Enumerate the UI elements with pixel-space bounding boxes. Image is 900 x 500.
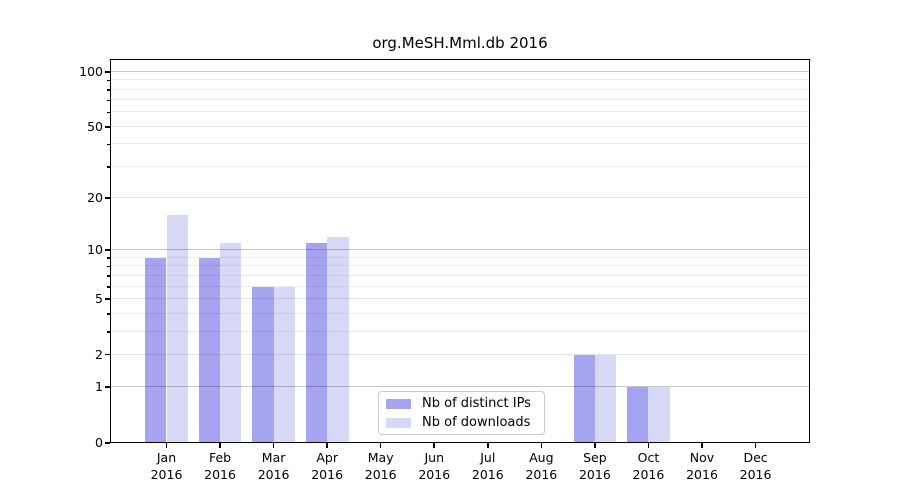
x-axis-tick: [219, 443, 221, 448]
legend-item-distinct-ips: Nb of distinct IPs: [386, 396, 536, 411]
x-axis-tick: [540, 443, 543, 448]
y-axis-tick-label: 50: [87, 118, 103, 134]
y-axis-tick: [105, 442, 110, 444]
y-axis-minor-tick: [107, 143, 110, 146]
x-axis-tick-label: Nov 2016: [686, 450, 718, 482]
legend-swatch-distinct-ips: [386, 398, 411, 409]
x-axis-tick-label: Jul 2016: [471, 450, 504, 482]
x-axis-tick-label: Feb 2016: [204, 450, 236, 482]
y-axis-tick-label: 20: [87, 190, 103, 206]
bar-distinct-ips: [252, 286, 274, 443]
y-axis-tick-label: 5: [95, 290, 103, 306]
bars-layer: [110, 59, 810, 443]
y-axis-minor-tick: [107, 313, 110, 315]
bar-distinct-ips: [305, 243, 328, 443]
y-axis-minor-tick: [107, 275, 110, 277]
chart-title: org.MeSH.Mml.db 2016: [372, 34, 548, 52]
x-axis-tick: [487, 443, 489, 448]
bar-downloads: [220, 243, 242, 443]
y-axis-tick: [105, 353, 110, 356]
x-axis-tick-label: Apr 2016: [311, 450, 344, 482]
y-axis-tick: [105, 70, 110, 73]
bar-downloads: [594, 354, 617, 443]
y-axis-tick-label: 0: [95, 435, 103, 450]
y-axis-minor-tick: [107, 166, 110, 168]
x-axis-tick-label: Jan 2016: [150, 450, 183, 482]
x-axis-tick-label: Jun 2016: [418, 450, 451, 482]
x-axis-tick: [326, 443, 328, 448]
x-axis-tick-label: Sep 2016: [578, 450, 611, 482]
y-axis-tick: [105, 249, 110, 251]
x-axis-tick: [754, 443, 757, 448]
bar-downloads: [166, 215, 188, 443]
y-axis-tick-label: 2: [95, 346, 103, 362]
bar-downloads: [648, 387, 670, 443]
x-axis-tick: [379, 443, 382, 448]
x-axis-tick-label: May 2016: [364, 450, 397, 482]
y-axis-minor-tick: [107, 79, 110, 82]
y-axis-tick: [105, 298, 110, 300]
y-axis-tick: [105, 125, 110, 128]
y-axis-tick-label: 10: [87, 242, 103, 258]
bar-distinct-ips: [198, 257, 221, 443]
y-axis-tick-label: 1: [95, 379, 103, 395]
x-axis-tick: [594, 443, 596, 448]
x-axis-tick-label: Mar 2016: [257, 450, 290, 482]
x-axis-tick: [647, 443, 650, 448]
legend-label-downloads: Nb of downloads: [422, 415, 531, 430]
legend-item-downloads: Nb of downloads: [386, 415, 536, 430]
y-axis-minor-tick: [107, 285, 110, 288]
y-axis-minor-tick: [107, 111, 110, 114]
y-axis-minor-tick: [107, 99, 110, 102]
bar-distinct-ips: [573, 354, 595, 443]
plot-area: [110, 59, 810, 443]
x-axis-tick: [701, 443, 703, 448]
x-axis-tick-label: Dec 2016: [739, 450, 772, 482]
legend-swatch-downloads: [386, 417, 411, 428]
y-axis-minor-tick: [107, 257, 110, 259]
legend-label-distinct-ips: Nb of distinct IPs: [422, 396, 531, 411]
y-axis-tick: [105, 386, 110, 389]
bar-distinct-ips: [145, 257, 167, 443]
x-axis-tick: [433, 443, 436, 448]
legend: Nb of distinct IPs Nb of downloads: [378, 391, 545, 435]
x-axis-tick: [165, 443, 168, 448]
y-axis-tick: [105, 197, 110, 199]
x-axis-tick: [272, 443, 275, 448]
bar-downloads: [327, 236, 349, 443]
bar-distinct-ips: [627, 387, 649, 443]
x-axis-tick-label: Oct 2016: [632, 450, 665, 482]
y-axis-minor-tick: [107, 265, 110, 268]
y-axis-tick-label: 100: [79, 63, 103, 79]
y-axis-minor-tick: [107, 330, 110, 333]
bar-downloads: [273, 286, 295, 443]
x-axis-tick-label: Aug 2016: [525, 450, 558, 482]
y-axis-minor-tick: [107, 89, 110, 91]
